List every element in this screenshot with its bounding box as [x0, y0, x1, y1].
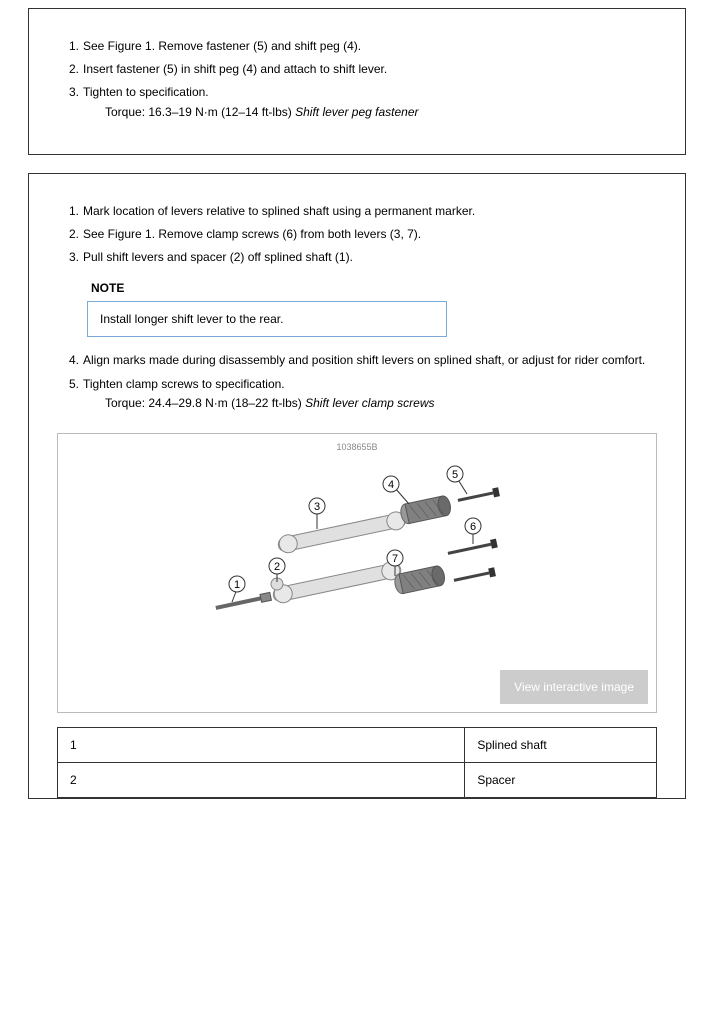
step-item: 4.Align marks made during disassembly an…: [69, 351, 657, 370]
part-desc: Spacer: [465, 762, 657, 797]
steps-list-2a: 1.Mark location of levers relative to sp…: [57, 202, 657, 268]
step-number: 3.: [69, 83, 83, 102]
torque-label: Shift lever peg fastener: [295, 105, 418, 119]
torque-value: Torque: 16.3–19 N·m (12–14 ft-lbs): [105, 105, 295, 119]
step-text: Mark location of levers relative to spli…: [83, 204, 475, 218]
step-text: Tighten clamp screws to specification.: [83, 377, 285, 391]
torque-value: Torque: 24.4–29.8 N·m (18–22 ft-lbs): [105, 396, 305, 410]
step-number: 1.: [69, 202, 83, 221]
callout-2: 2: [274, 561, 280, 573]
callout-1: 1: [234, 579, 240, 591]
step-item: 3.Tighten to specification. Torque: 16.3…: [69, 83, 657, 121]
callout-4: 4: [388, 479, 394, 491]
callout-5: 5: [452, 469, 458, 481]
exploded-diagram: 1 2 3 4 5 6 7: [177, 454, 537, 674]
steps-list-1: 1.See Figure 1. Remove fastener (5) and …: [57, 37, 657, 122]
view-interactive-button[interactable]: View interactive image: [500, 670, 648, 704]
part-desc: Splined shaft: [465, 727, 657, 762]
step-number: 1.: [69, 37, 83, 56]
callout-3: 3: [314, 501, 320, 513]
step-item: 2.Insert fastener (5) in shift peg (4) a…: [69, 60, 657, 79]
step-text: Insert fastener (5) in shift peg (4) and…: [83, 62, 387, 76]
torque-spec: Torque: 24.4–29.8 N·m (18–22 ft-lbs) Shi…: [87, 394, 657, 413]
step-text: See Figure 1. Remove clamp screws (6) fr…: [83, 227, 421, 241]
procedure-section-1: 1.See Figure 1. Remove fastener (5) and …: [28, 8, 686, 155]
note-label: NOTE: [91, 281, 447, 295]
figure-1: 1038655B: [57, 433, 657, 713]
step-text: See Figure 1. Remove fastener (5) and sh…: [83, 39, 361, 53]
step-number: 4.: [69, 351, 83, 370]
note-text: Install longer shift lever to the rear.: [87, 301, 447, 337]
step-item: 2.See Figure 1. Remove clamp screws (6) …: [69, 225, 657, 244]
torque-label: Shift lever clamp screws: [305, 396, 434, 410]
step-item: 3.Pull shift levers and spacer (2) off s…: [69, 248, 657, 267]
note-block: NOTE Install longer shift lever to the r…: [87, 281, 447, 337]
table-row: 2 Spacer: [58, 762, 657, 797]
step-text: Pull shift levers and spacer (2) off spl…: [83, 250, 353, 264]
steps-list-2b: 4.Align marks made during disassembly an…: [57, 351, 657, 413]
step-text: Tighten to specification.: [83, 85, 209, 99]
part-number: 2: [58, 762, 465, 797]
step-item: 1.See Figure 1. Remove fastener (5) and …: [69, 37, 657, 56]
step-text: Align marks made during disassembly and …: [83, 353, 645, 367]
table-row: 1 Splined shaft: [58, 727, 657, 762]
callout-7: 7: [392, 553, 398, 565]
step-number: 2.: [69, 60, 83, 79]
step-number: 5.: [69, 375, 83, 394]
step-item: 5.Tighten clamp screws to specification.…: [69, 375, 657, 413]
parts-table: 1 Splined shaft 2 Spacer: [57, 727, 657, 798]
figure-code: 1038655B: [336, 442, 377, 452]
step-number: 2.: [69, 225, 83, 244]
step-item: 1.Mark location of levers relative to sp…: [69, 202, 657, 221]
callout-6: 6: [470, 521, 476, 533]
torque-spec: Torque: 16.3–19 N·m (12–14 ft-lbs) Shift…: [87, 103, 657, 122]
procedure-section-2: 1.Mark location of levers relative to sp…: [28, 173, 686, 799]
step-number: 3.: [69, 248, 83, 267]
part-number: 1: [58, 727, 465, 762]
